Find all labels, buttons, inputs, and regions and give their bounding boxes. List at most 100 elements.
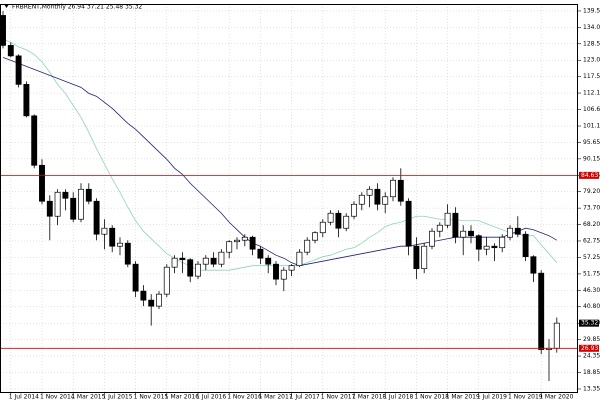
y-tick-label: 95.65 <box>583 139 600 146</box>
candle-body <box>54 191 61 217</box>
candle-body <box>358 194 365 205</box>
x-tick-label: 1 Nov 2017 <box>321 394 356 400</box>
x-tick-label: 1 Nov 2019 <box>508 394 543 400</box>
candle-body <box>319 221 326 234</box>
candle-body <box>475 235 482 250</box>
menu-arrow[interactable] <box>4 4 9 8</box>
candle-body <box>452 212 459 238</box>
last-price-box <box>579 319 599 327</box>
y-tick-label: 79.20 <box>583 188 600 195</box>
x-tick-label: 1 Mar 2015 <box>71 394 105 400</box>
candle-body <box>46 200 53 217</box>
y-tick-label: 24.35 <box>583 353 600 360</box>
x-tick-label: 1 Mar 2020 <box>539 394 573 400</box>
chart-header: FRBRENT,Monthly 26.94 37.21 25.48 35.32 <box>12 3 142 10</box>
candle-body <box>460 230 467 238</box>
plot <box>0 10 578 382</box>
y-tick-label: 40.80 <box>583 303 600 310</box>
candle-body <box>280 269 287 280</box>
candle-body <box>195 263 201 277</box>
candle-body <box>156 293 162 307</box>
last-price-label: 35.32 <box>581 320 598 327</box>
y-tick-label: 139.50 <box>583 7 600 14</box>
symbol: FRBRENT,Monthly <box>12 3 66 10</box>
candle-body <box>413 245 420 270</box>
candle-body <box>179 257 186 261</box>
low: 25.48 <box>106 3 123 10</box>
x-tick-label: 1 Nov 2014 <box>40 394 75 400</box>
y-tick-label: 134.00 <box>583 24 600 31</box>
candle-body <box>148 299 155 307</box>
y-tick-label: 112.10 <box>583 90 600 97</box>
candle-body <box>249 236 256 250</box>
y-tick-label: 13.35 <box>583 386 600 393</box>
grid <box>0 4 578 392</box>
candle-body <box>163 266 170 295</box>
candle-body <box>140 290 147 301</box>
candle-body <box>444 212 451 226</box>
candle-body <box>109 227 116 247</box>
candle-body <box>397 179 404 202</box>
candle-body <box>226 241 233 253</box>
candle-body <box>327 212 334 223</box>
x-tick-label: 1 Mar 2019 <box>446 394 480 400</box>
candle-body <box>421 245 428 270</box>
candle-body <box>70 197 77 220</box>
open: 26.94 <box>68 3 85 10</box>
candle-body <box>288 265 295 271</box>
level-label: 26.93 <box>581 345 598 352</box>
candle-body <box>171 257 178 268</box>
x-tick-label: 1 Nov 2016 <box>227 394 262 400</box>
candle-body <box>483 245 490 250</box>
candle-body <box>210 257 217 265</box>
y-tick-label: 29.85 <box>583 336 600 343</box>
y-tick-label: 128.55 <box>583 40 600 47</box>
candle-body <box>429 230 435 247</box>
candle-body <box>7 45 14 57</box>
candle-body <box>351 203 357 217</box>
candle-body <box>530 256 537 274</box>
y-tick-label: 51.75 <box>583 270 600 277</box>
y-tick-label: 18.85 <box>583 369 600 376</box>
candle-body <box>304 239 311 253</box>
candle-body <box>257 248 264 259</box>
y-tick-label: 68.20 <box>583 221 600 228</box>
candle-body <box>468 230 474 237</box>
candle-body <box>335 212 342 229</box>
candle-body <box>273 263 279 280</box>
candle-body <box>101 227 108 235</box>
candle-body <box>124 242 131 265</box>
candle-body <box>436 224 443 232</box>
candle-body <box>405 200 412 247</box>
plot-frame <box>0 4 578 393</box>
level-label-box <box>579 344 599 352</box>
candle-body <box>31 115 38 166</box>
y-tick-label: 46.30 <box>583 287 600 294</box>
candle-body <box>514 227 521 235</box>
x-tick-label: 1 Jul 2017 <box>290 394 320 400</box>
candle-body <box>202 257 209 265</box>
candle-body <box>187 259 194 277</box>
candle-body <box>390 179 396 198</box>
x-tick-label: 1 Jul 2015 <box>102 394 132 400</box>
candle-body <box>241 236 248 241</box>
candle-body <box>234 239 240 243</box>
y-tick-label: 73.70 <box>583 205 600 212</box>
level-label-box <box>579 171 599 179</box>
candle-body <box>499 236 506 249</box>
candle-body <box>538 272 545 350</box>
y-tick-label: 62.75 <box>583 237 600 244</box>
candle-body <box>0 15 6 46</box>
indicator-line <box>2 39 558 271</box>
candle-body <box>265 257 272 265</box>
y-tick-label: 117.55 <box>583 73 600 80</box>
y-tick-label: 106.60 <box>583 106 600 113</box>
candle-body <box>312 232 318 241</box>
x-tick-label: 1 Mar 2017 <box>258 394 292 400</box>
x-tick-label: 1 Jul 2019 <box>477 394 507 400</box>
close: 35.32 <box>125 3 142 10</box>
x-tick-label: 1 Nov 2015 <box>134 394 169 400</box>
x-tick-label: 1 Mar 2016 <box>165 394 199 400</box>
x-tick-label: 1 Mar 2018 <box>352 394 386 400</box>
